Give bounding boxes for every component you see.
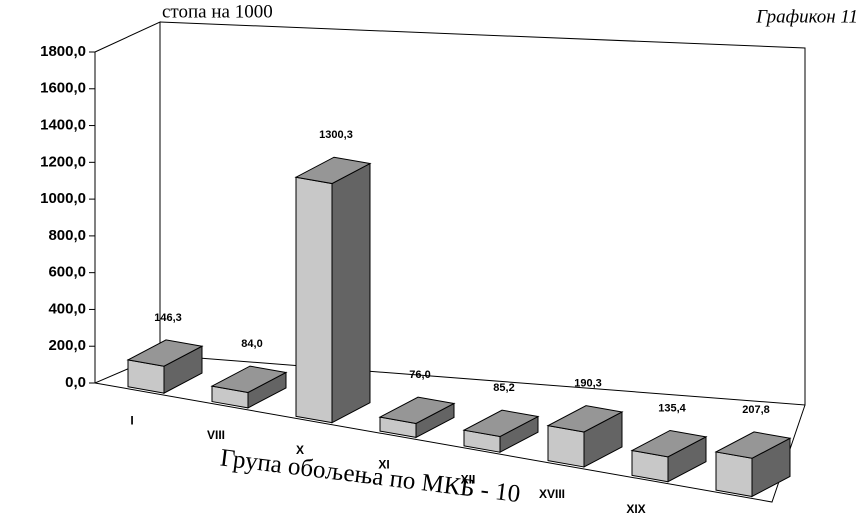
bar (546, 405, 624, 468)
bar-top (546, 405, 624, 433)
y-tick-label: 200,0 (48, 337, 86, 354)
value-label: 207,8 (742, 404, 770, 416)
y-tick-label: 600,0 (48, 264, 86, 281)
value-label: 190,3 (574, 378, 602, 390)
bar-front (715, 451, 753, 498)
y-tick-label: 1200,0 (40, 153, 86, 170)
y-tick-label: 800,0 (48, 227, 86, 244)
x-tick-label: XI (378, 458, 389, 472)
y-tick-label: 0,0 (65, 374, 86, 391)
y-tick-label: 1600,0 (40, 80, 86, 97)
y-tick-label: 1000,0 (40, 190, 86, 207)
bar (294, 156, 372, 424)
y-tick-label: 1800,0 (40, 43, 86, 60)
chart-title: Графикон 11 (755, 6, 858, 27)
value-label: 135,4 (658, 402, 686, 414)
x-tick-label: XIX (626, 502, 645, 515)
bar-top (714, 431, 792, 459)
bar (714, 431, 792, 498)
value-label: 76,0 (409, 369, 430, 381)
value-label: 146,3 (154, 312, 182, 324)
bar-side (331, 162, 371, 424)
x-tick-label: I (130, 413, 133, 427)
x-axis-label: Група обољења по МКБ - 10 (219, 444, 522, 508)
bar-top (210, 365, 288, 393)
y-tick-label: 1400,0 (40, 117, 86, 134)
value-label: 84,0 (241, 338, 262, 350)
x-tick-label: X (296, 443, 304, 457)
bar (126, 339, 204, 394)
bar-front (295, 176, 333, 424)
value-label: 85,2 (493, 382, 514, 394)
bar (462, 409, 540, 454)
y-tick-label: 400,0 (48, 300, 86, 317)
x-tick-label: XVIII (539, 487, 565, 501)
x-tick-label: XII (461, 472, 476, 486)
bar (210, 365, 288, 409)
bar-front (547, 425, 585, 468)
bar (378, 396, 456, 439)
value-label: 1300,3 (319, 129, 353, 141)
bar-top (294, 156, 372, 185)
y-axis-label: стопа на 1000 (162, 1, 273, 22)
frame (94, 21, 806, 503)
x-tick-label: VIII (207, 428, 225, 442)
bar-top (630, 429, 708, 458)
bar-top (462, 409, 540, 438)
bar-top (126, 339, 204, 367)
bar (630, 429, 708, 483)
bar-top (378, 396, 456, 424)
